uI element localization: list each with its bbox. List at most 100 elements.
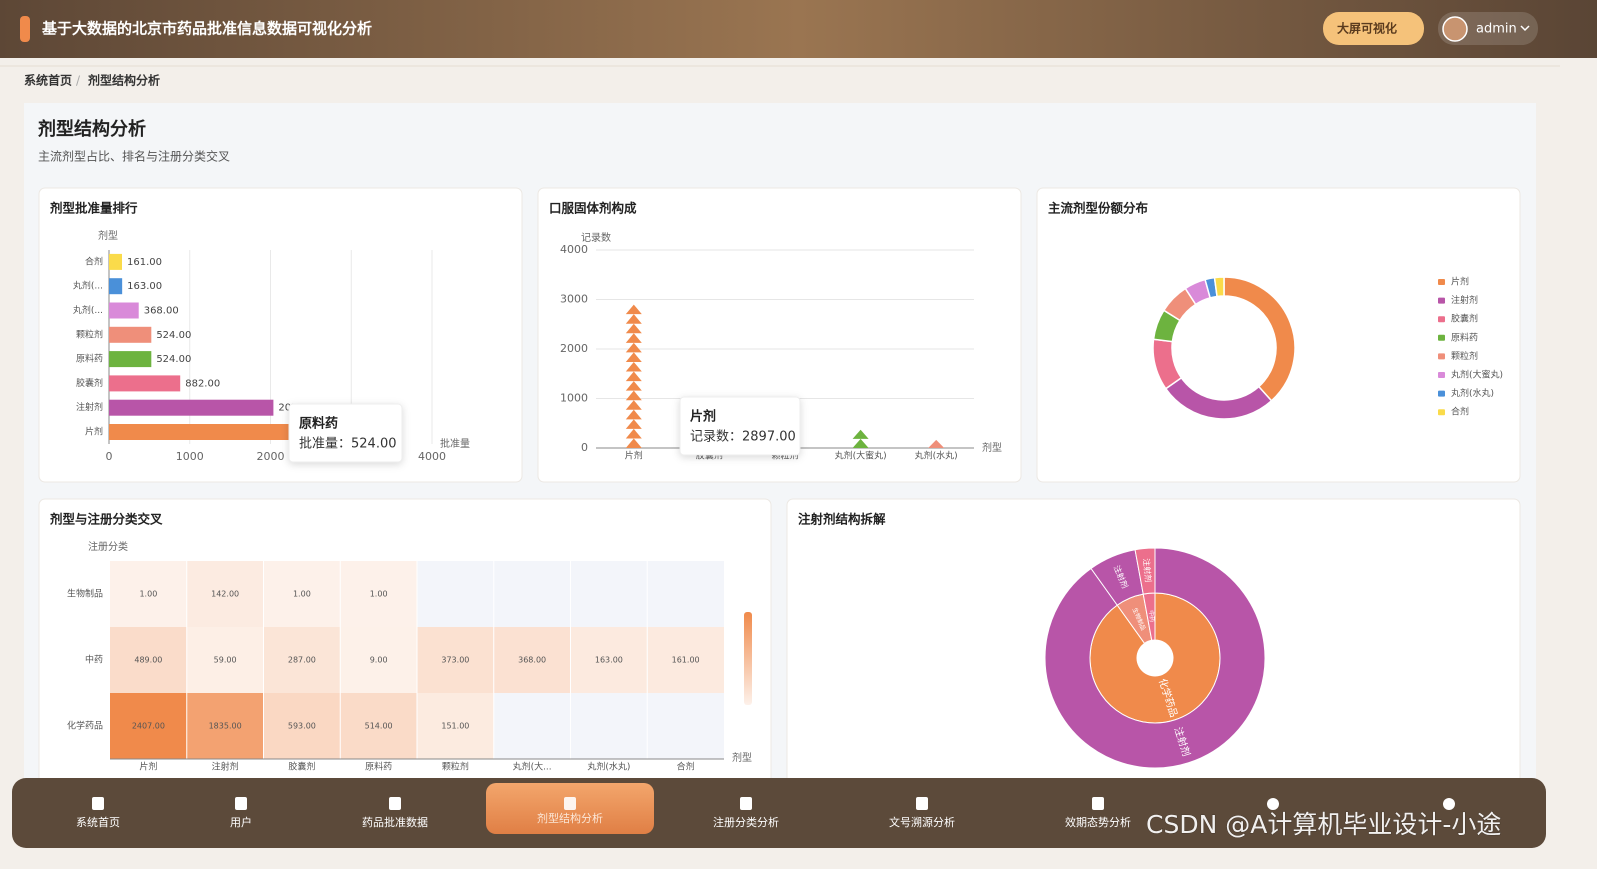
legend-label: 丸剂(水丸) bbox=[1451, 387, 1494, 399]
y-tick-label: 化学药品 bbox=[67, 720, 103, 732]
bar bbox=[109, 278, 123, 295]
y-tick-label: 颗粒剂 bbox=[76, 328, 103, 340]
nav-icon bbox=[92, 797, 104, 810]
page-subtitle: 主流剂型占比、排名与注册分类交叉 bbox=[38, 149, 230, 164]
x-tick-label: 丸剂(水丸) bbox=[915, 450, 958, 462]
heat-cell bbox=[110, 561, 187, 627]
y-tick-label: 注射剂 bbox=[76, 401, 103, 413]
cell-label: 1.00 bbox=[139, 590, 157, 599]
legend-label: 丸剂(大蜜丸) bbox=[1451, 369, 1503, 381]
tooltip-text: 记录数：2897.00 bbox=[690, 430, 796, 445]
empty-cell bbox=[493, 561, 571, 627]
pictorial-bar bbox=[625, 304, 642, 448]
nav-item[interactable]: 系统首页 bbox=[76, 815, 120, 829]
nav-icon bbox=[740, 797, 752, 810]
x-tick-label: 胶囊剂 bbox=[288, 761, 315, 773]
logo-mark bbox=[20, 16, 30, 42]
value-label: 368.00 bbox=[144, 306, 179, 317]
heat-cell bbox=[263, 561, 341, 627]
cell-label: 151.00 bbox=[441, 722, 469, 731]
legend-swatch bbox=[1438, 279, 1445, 285]
watermark: CSDN @A计算机毕业设计-小途 bbox=[1146, 810, 1501, 839]
cell-label: 2407.00 bbox=[132, 722, 165, 731]
nav-item[interactable]: 文号溯源分析 bbox=[889, 815, 955, 829]
legend-label: 原料药 bbox=[1451, 331, 1478, 343]
tooltip-text: 批准量：524.00 bbox=[299, 437, 397, 452]
cell-label: 1.00 bbox=[370, 590, 388, 599]
tooltip bbox=[288, 403, 403, 463]
heat-cell bbox=[186, 693, 264, 759]
user-caret bbox=[1520, 25, 1530, 32]
nav-icon bbox=[1092, 797, 1104, 810]
legend-label: 胶囊剂 bbox=[1451, 313, 1478, 325]
heat-cell bbox=[110, 693, 187, 759]
value-label: 882.00 bbox=[185, 378, 220, 389]
pictorial-bar bbox=[928, 439, 945, 448]
axis-name: 记录数 bbox=[581, 231, 611, 244]
empty-cell bbox=[647, 693, 724, 759]
heat-cell bbox=[340, 627, 417, 693]
y-tick-label: 4000 bbox=[560, 243, 588, 256]
screen-button-label[interactable]: 大屏可视化 bbox=[1337, 21, 1397, 36]
cell-label: 163.00 bbox=[595, 656, 623, 665]
breadcrumb-home[interactable]: 系统首页 bbox=[24, 73, 72, 88]
legend-swatch bbox=[1438, 316, 1445, 323]
cell-label: 514.00 bbox=[365, 722, 393, 731]
pictorial-bar bbox=[852, 429, 869, 448]
legend-label: 颗粒剂 bbox=[1451, 350, 1478, 362]
nav-item[interactable]: 剂型结构分析 bbox=[537, 811, 603, 825]
value-label: 163.00 bbox=[127, 281, 162, 292]
cell-label: 593.00 bbox=[288, 722, 316, 731]
heat-cell bbox=[340, 693, 417, 759]
bar bbox=[109, 351, 152, 368]
x-tick-label: 片剂 bbox=[139, 761, 157, 773]
y-tick-label: 生物制品 bbox=[67, 588, 103, 600]
legend-swatch bbox=[1438, 372, 1445, 378]
breadcrumb-sep: / bbox=[76, 74, 81, 88]
nav-item[interactable]: 效期态势分析 bbox=[1065, 815, 1131, 829]
avatar bbox=[1442, 16, 1468, 42]
axis-name: 剂型 bbox=[732, 751, 752, 764]
outer-slice bbox=[1044, 547, 1266, 769]
bar bbox=[109, 375, 181, 392]
value-label: 524.00 bbox=[156, 330, 191, 341]
cell-label: 9.00 bbox=[370, 656, 388, 665]
user-name[interactable]: admin bbox=[1476, 22, 1517, 37]
y-tick-label: 2000 bbox=[560, 342, 588, 355]
empty-cell bbox=[570, 561, 648, 627]
cell-label: 142.00 bbox=[211, 590, 239, 599]
visual-map bbox=[744, 612, 752, 705]
heat-cell bbox=[570, 627, 648, 693]
nav-item[interactable]: 用户 bbox=[230, 815, 252, 829]
legend-label: 片剂 bbox=[1451, 276, 1469, 288]
tooltip-title: 片剂 bbox=[690, 409, 716, 425]
cell-label: 161.00 bbox=[672, 656, 700, 665]
nav-item[interactable]: 药品批准数据 bbox=[362, 815, 428, 829]
heat-cell bbox=[493, 627, 571, 693]
tooltip bbox=[679, 396, 801, 456]
heat-cell bbox=[417, 693, 494, 759]
heat-cell bbox=[417, 627, 494, 693]
bar bbox=[109, 302, 139, 319]
slice-label: 中药 bbox=[1147, 610, 1156, 623]
cell-label: 373.00 bbox=[441, 656, 469, 665]
x-tick-label: 原料药 bbox=[365, 761, 392, 773]
nav-item[interactable]: 注册分类分析 bbox=[713, 815, 779, 829]
bar bbox=[109, 424, 343, 440]
axis-name: 剂型 bbox=[982, 441, 1002, 454]
legend-label: 合剂 bbox=[1451, 406, 1469, 418]
y-tick-label: 1000 bbox=[560, 392, 588, 405]
x-tick-label: 0 bbox=[106, 450, 113, 463]
cell-label: 1835.00 bbox=[209, 722, 242, 731]
chart-card bbox=[537, 187, 1022, 483]
axis-name: 剂型 bbox=[98, 229, 118, 242]
y-tick-label: 胶囊剂 bbox=[76, 377, 103, 389]
value-label: 161.00 bbox=[127, 257, 162, 268]
cell-label: 1.00 bbox=[293, 590, 311, 599]
screen-button[interactable] bbox=[1323, 12, 1424, 45]
axis-name: 批准量 bbox=[440, 437, 470, 450]
legend-label: 注射剂 bbox=[1451, 294, 1478, 306]
nav-icon bbox=[564, 797, 576, 810]
x-tick-label: 丸剂(大... bbox=[513, 761, 552, 773]
